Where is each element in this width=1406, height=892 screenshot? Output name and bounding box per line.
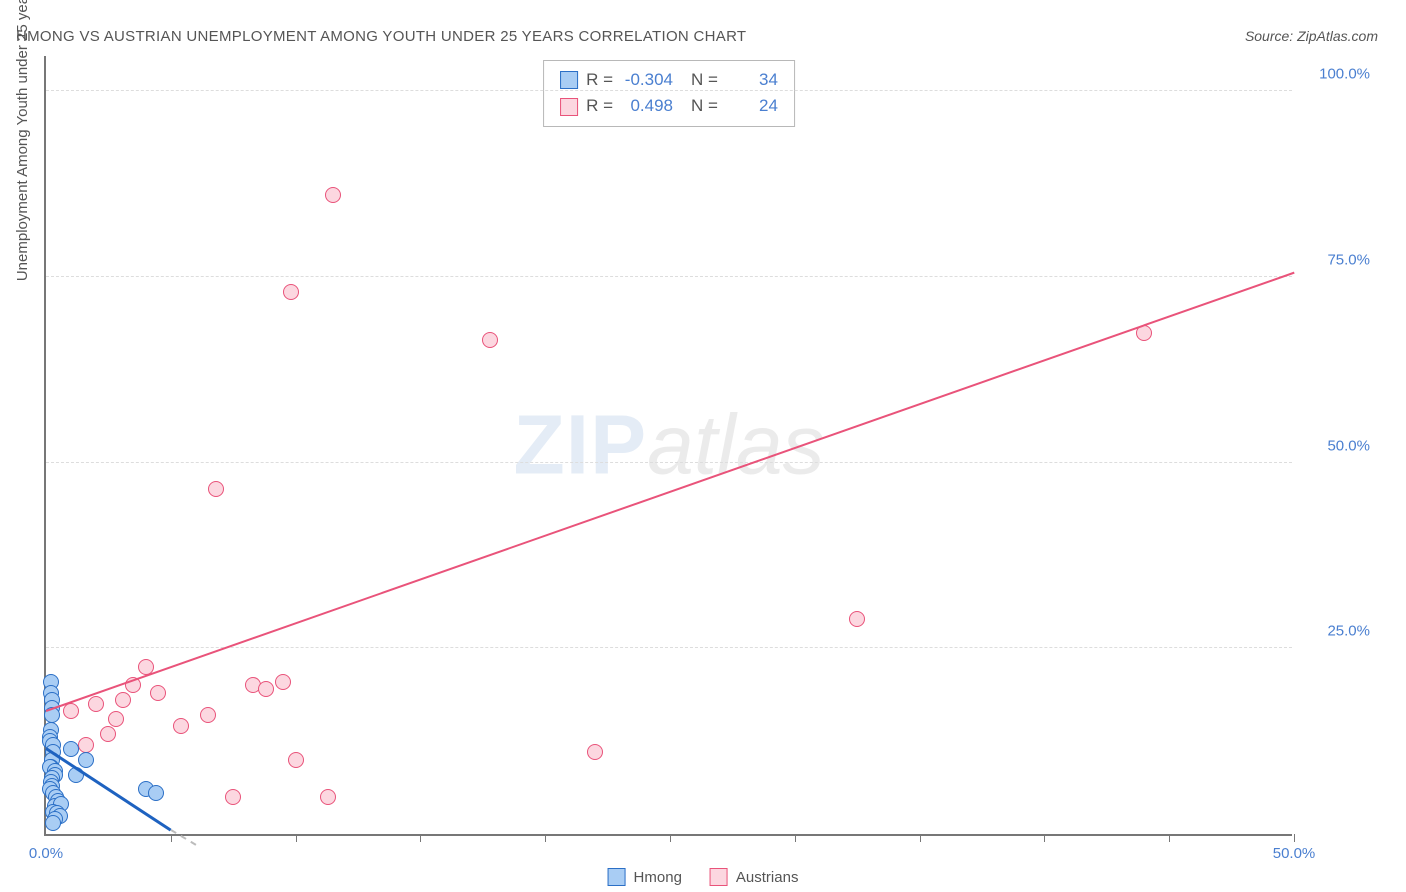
point-pink xyxy=(78,737,94,753)
point-pink xyxy=(100,726,116,742)
x-tick xyxy=(1169,834,1170,842)
x-tick-label: 0.0% xyxy=(29,845,63,862)
point-pink xyxy=(115,692,131,708)
stats-r-label: R = xyxy=(586,93,613,119)
gridline-h xyxy=(46,276,1292,277)
watermark: ZIPatlas xyxy=(513,397,824,494)
point-pink xyxy=(283,284,299,300)
point-blue xyxy=(63,741,79,757)
point-pink xyxy=(225,789,241,805)
swatch-icon xyxy=(560,71,578,89)
trendline-blue-dashed xyxy=(170,829,196,846)
x-tick xyxy=(296,834,297,842)
legend-item-austrians: Austrians xyxy=(710,868,799,886)
stats-row-pink: R = 0.498 N = 24 xyxy=(560,93,778,119)
stats-n-value: 24 xyxy=(726,93,778,119)
source-label: Source: ZipAtlas.com xyxy=(1245,28,1378,44)
x-tick xyxy=(670,834,671,842)
y-tick-label: 25.0% xyxy=(1327,623,1370,640)
x-tick xyxy=(795,834,796,842)
point-pink xyxy=(275,674,291,690)
point-pink xyxy=(288,752,304,768)
stats-box: R = -0.304 N = 34 R = 0.498 N = 24 xyxy=(543,60,795,127)
point-pink xyxy=(482,332,498,348)
y-axis-label: Unemployment Among Youth under 25 years xyxy=(14,0,31,281)
point-pink xyxy=(849,611,865,627)
gridline-h xyxy=(46,90,1292,91)
point-pink xyxy=(200,707,216,723)
x-tick-label: 50.0% xyxy=(1273,845,1316,862)
scatter-plot: ZIPatlas R = -0.304 N = 34 R = 0.498 N =… xyxy=(44,56,1292,836)
y-tick-label: 75.0% xyxy=(1327,251,1370,268)
point-pink xyxy=(208,481,224,497)
point-pink xyxy=(108,711,124,727)
gridline-h xyxy=(46,462,1292,463)
point-pink xyxy=(320,789,336,805)
swatch-icon xyxy=(608,868,626,886)
trendline-pink xyxy=(46,271,1295,711)
x-tick xyxy=(171,834,172,842)
point-pink xyxy=(88,696,104,712)
swatch-icon xyxy=(710,868,728,886)
stats-n-label: N = xyxy=(691,93,718,119)
y-tick-label: 100.0% xyxy=(1319,66,1370,83)
legend-label: Hmong xyxy=(634,869,682,886)
watermark-zip: ZIP xyxy=(513,398,647,492)
point-pink xyxy=(587,744,603,760)
point-blue xyxy=(78,752,94,768)
point-pink xyxy=(150,685,166,701)
y-tick-label: 50.0% xyxy=(1327,437,1370,454)
point-blue xyxy=(45,815,61,831)
watermark-atlas: atlas xyxy=(647,398,824,492)
point-pink xyxy=(258,681,274,697)
legend-item-hmong: Hmong xyxy=(608,868,682,886)
x-tick xyxy=(1294,834,1295,842)
point-pink xyxy=(63,703,79,719)
swatch-icon xyxy=(560,98,578,116)
point-pink xyxy=(173,718,189,734)
legend: Hmong Austrians xyxy=(608,868,799,886)
x-tick xyxy=(545,834,546,842)
x-tick xyxy=(920,834,921,842)
point-pink xyxy=(325,187,341,203)
gridline-h xyxy=(46,647,1292,648)
x-tick xyxy=(1044,834,1045,842)
stats-r-value: 0.498 xyxy=(621,93,673,119)
legend-label: Austrians xyxy=(736,869,799,886)
point-blue xyxy=(148,785,164,801)
x-tick xyxy=(420,834,421,842)
chart-title: HMONG VS AUSTRIAN UNEMPLOYMENT AMONG YOU… xyxy=(16,28,746,45)
